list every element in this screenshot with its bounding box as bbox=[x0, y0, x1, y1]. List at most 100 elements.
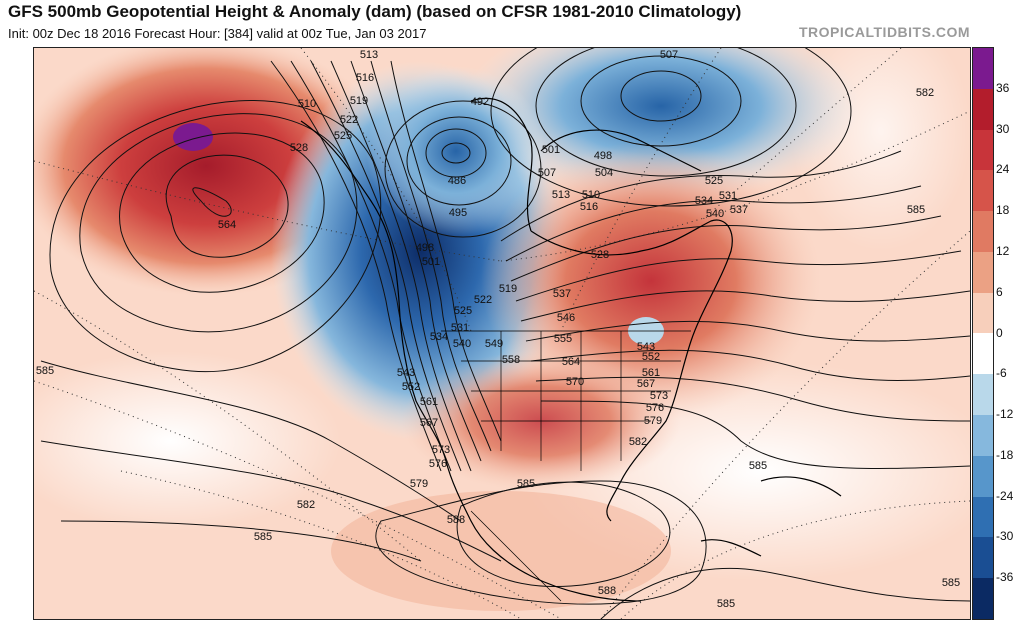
contour-label: 585 bbox=[254, 531, 272, 543]
brand-watermark[interactable]: TROPICALTIDBITS.COM bbox=[798, 24, 970, 40]
contour-label: 546 bbox=[557, 312, 575, 324]
colorbar-segment bbox=[973, 578, 993, 619]
contour-label: 579 bbox=[644, 415, 662, 427]
contour-label: 519 bbox=[350, 95, 368, 107]
colorbar-segment bbox=[973, 251, 993, 293]
colorbar-tick-label: 12 bbox=[996, 243, 1010, 258]
contour-label: 516 bbox=[580, 201, 598, 213]
contour-label: 534 bbox=[695, 195, 713, 207]
colorbar-tick-label: -30 bbox=[996, 529, 1014, 544]
contour-label: 513 bbox=[552, 189, 570, 201]
contour-label: 576 bbox=[429, 458, 447, 470]
max-anomaly-center bbox=[173, 123, 213, 151]
contour-label: 516 bbox=[356, 72, 374, 84]
contour-label: 555 bbox=[554, 333, 572, 345]
forecast-info: Init: 00z Dec 18 2016 Forecast Hour: [38… bbox=[8, 26, 427, 41]
colorbar-tick-label: -24 bbox=[996, 488, 1014, 503]
colorbar-segment bbox=[973, 129, 993, 171]
chart-title: GFS 500mb Geopotential Height & Anomaly … bbox=[8, 2, 742, 21]
contour-label: 528 bbox=[591, 249, 609, 261]
contour-label: 582 bbox=[297, 499, 315, 511]
contour-label: 510 bbox=[582, 189, 600, 201]
contour-label: 540 bbox=[706, 208, 724, 220]
coastlines bbox=[300, 97, 842, 602]
contour-label: 537 bbox=[553, 288, 571, 300]
contour-label: 573 bbox=[650, 390, 668, 402]
colorbar-segment bbox=[973, 374, 993, 416]
colorbar-segment bbox=[973, 455, 993, 497]
colorbar-segment bbox=[973, 333, 993, 375]
contour-label: 552 bbox=[642, 351, 660, 363]
colorbar-tick-label: 6 bbox=[996, 284, 1003, 299]
height-contours bbox=[40, 48, 970, 619]
graticule bbox=[34, 48, 970, 619]
colorbar-tick-label: 36 bbox=[996, 80, 1010, 95]
colorbar-segment bbox=[973, 88, 993, 130]
contour-label: 570 bbox=[566, 376, 584, 388]
contour-label: 534 bbox=[430, 331, 448, 343]
colorbar-segment bbox=[973, 211, 993, 252]
contour-label: 561 bbox=[420, 396, 438, 408]
colorbar-segment bbox=[973, 48, 993, 89]
contour-label: 510 bbox=[298, 98, 316, 110]
contour-label: 492 bbox=[471, 96, 489, 108]
contour-label: 507 bbox=[660, 49, 678, 61]
colorbar-tick-label: 0 bbox=[996, 325, 1003, 340]
colorbar-tick-label: -12 bbox=[996, 407, 1014, 422]
contour-label: 567 bbox=[637, 378, 655, 390]
map-panel[interactable]: 513 516 519 510 522 525 528 564 492 507 582 501 498 5… bbox=[33, 47, 971, 620]
contour-label: 498 bbox=[416, 242, 434, 254]
contour-label: 507 bbox=[538, 167, 556, 179]
contour-label: 582 bbox=[629, 436, 647, 448]
colorbar bbox=[972, 47, 994, 620]
contour-label: 552 bbox=[402, 381, 420, 393]
contour-label: 525 bbox=[705, 175, 723, 187]
contour-label: 525 bbox=[454, 305, 472, 317]
contour-label: 537 bbox=[730, 204, 748, 216]
contour-label: 498 bbox=[594, 150, 612, 162]
contour-label: 522 bbox=[474, 294, 492, 306]
trough-anomaly-hudson bbox=[366, 66, 546, 236]
contour-label: 519 bbox=[499, 283, 517, 295]
colorbar-segment bbox=[973, 496, 993, 538]
contour-label: 588 bbox=[447, 514, 465, 526]
contour-label: 564 bbox=[218, 219, 236, 231]
colorbar-tick-label: -18 bbox=[996, 447, 1014, 462]
contour-label: 585 bbox=[942, 577, 960, 589]
colorbar-segment bbox=[973, 170, 993, 212]
contour-label: 585 bbox=[749, 460, 767, 472]
contour-label: 585 bbox=[517, 478, 535, 490]
neutral-zone-pacific bbox=[34, 351, 341, 531]
contour-label: 585 bbox=[36, 365, 54, 377]
contour-label: 540 bbox=[453, 338, 471, 350]
contour-label: 588 bbox=[598, 585, 616, 597]
contour-label: 573 bbox=[432, 444, 450, 456]
colorbar-tick-label: -6 bbox=[996, 366, 1007, 381]
contour-label: 582 bbox=[916, 87, 934, 99]
contour-label: 486 bbox=[448, 175, 466, 187]
anomaly-mexico bbox=[331, 491, 671, 611]
political-borders bbox=[441, 330, 691, 602]
colorbar-tick-label: 18 bbox=[996, 203, 1010, 218]
contour-label: 585 bbox=[717, 598, 735, 610]
contour-label: 579 bbox=[410, 478, 428, 490]
contour-label: 567 bbox=[420, 417, 438, 429]
colorbar-tick-label: 24 bbox=[996, 162, 1010, 177]
contour-label: 525 bbox=[334, 130, 352, 142]
contour-label: 528 bbox=[290, 142, 308, 154]
contour-label: 504 bbox=[595, 167, 613, 179]
contour-label: 585 bbox=[907, 204, 925, 216]
contour-label: 501 bbox=[542, 144, 560, 156]
colorbar-tick-label: -36 bbox=[996, 570, 1014, 585]
contour-label: 531 bbox=[451, 322, 469, 334]
colorbar-segment bbox=[973, 292, 993, 334]
contour-label: 495 bbox=[449, 207, 467, 219]
colorbar-segment bbox=[973, 415, 993, 456]
contour-label: 576 bbox=[646, 402, 664, 414]
contour-label: 564 bbox=[562, 356, 580, 368]
contour-label: 549 bbox=[485, 338, 503, 350]
contour-label: 543 bbox=[397, 367, 415, 379]
colorbar-segment bbox=[973, 537, 993, 579]
